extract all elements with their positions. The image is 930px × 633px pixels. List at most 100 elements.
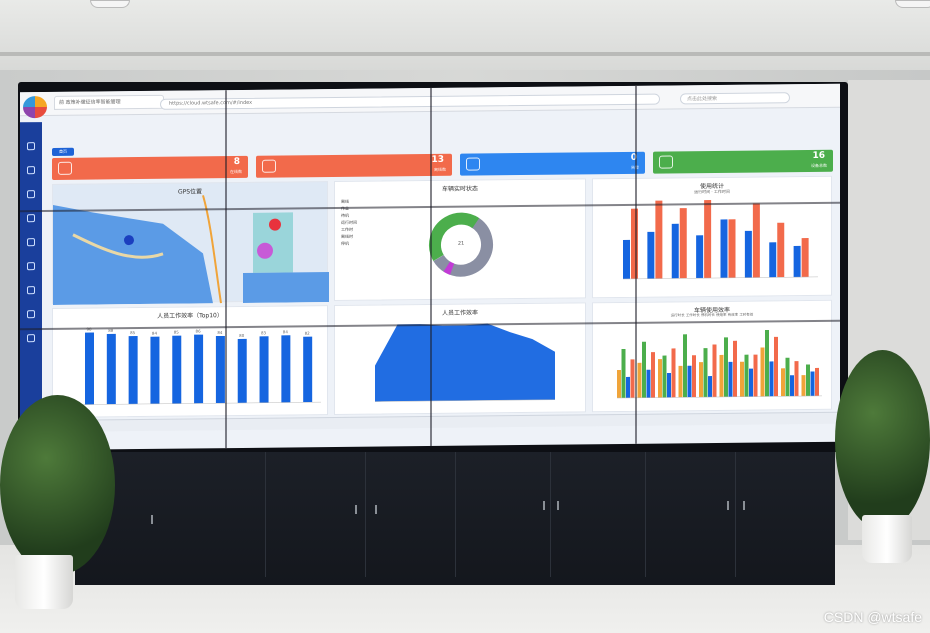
cabinet-handle	[543, 501, 545, 510]
usage-bar	[769, 242, 777, 278]
kpi-value: 16	[812, 150, 825, 161]
chart-icon[interactable]	[27, 214, 35, 223]
usage-chart	[623, 200, 818, 280]
bar-data-label: 85	[130, 330, 136, 335]
vehicle-icon[interactable]	[27, 190, 35, 199]
vehicle-bar	[790, 375, 794, 397]
bar-data-label: 85	[174, 330, 180, 335]
report-icon[interactable]	[27, 310, 35, 319]
efficiency-panel: 人员工作效率	[334, 302, 586, 416]
breadcrumb[interactable]: 首页	[52, 147, 74, 156]
plant-pot	[15, 555, 73, 609]
map-marker[interactable]	[257, 242, 273, 259]
device-icon	[58, 161, 72, 175]
kpi-value: 13	[431, 154, 444, 165]
vehicle-bar	[699, 362, 703, 398]
vehicle-bar	[765, 329, 769, 397]
bar-data-label: 80	[239, 333, 245, 338]
usage-bar	[679, 208, 687, 279]
top10-bar	[215, 335, 225, 404]
kpi-card-offline[interactable]: 13 离线数	[256, 153, 452, 178]
address-bar[interactable]: https://cloud.wtsafe.com/#/index	[160, 93, 660, 110]
vehicle-bar	[781, 368, 785, 397]
vehicle-bar	[769, 361, 774, 397]
cabinet-handle	[557, 501, 559, 510]
vehicle-bar	[646, 369, 651, 398]
top10-bar	[150, 336, 160, 404]
screen-icon	[466, 157, 480, 171]
vehicle-bar	[744, 354, 749, 397]
cabinet-handle	[151, 515, 153, 524]
cabinet-door	[645, 445, 646, 577]
browser-search[interactable]: 点击此处搜索	[680, 92, 790, 105]
top10-bar	[303, 336, 313, 403]
vehicle-bar	[667, 372, 671, 398]
user-icon[interactable]	[27, 238, 35, 247]
cabinet-door	[735, 445, 736, 577]
vehicle-bar	[683, 334, 687, 398]
vehicle-bar	[785, 357, 790, 397]
vehicle-bar	[774, 336, 778, 397]
vehicle-chart	[617, 329, 822, 399]
bar-data-label: 86	[196, 329, 202, 334]
cabinet-handle	[727, 501, 729, 510]
map-marker[interactable]	[124, 235, 134, 246]
kpi-card-online[interactable]: 8 在线数	[52, 155, 248, 180]
kpi-label: 设备总数	[811, 162, 827, 169]
donut-center-value: 21	[457, 240, 465, 247]
monitor-icon[interactable]	[27, 166, 35, 175]
vehicle-panel: 车辆使用效率 运行时长 工作时长 停机时长 使用率 有效率 工时有效	[592, 299, 832, 413]
top10-bar	[106, 333, 116, 405]
cabinet	[75, 435, 835, 585]
kpi-card-total[interactable]: 16 设备总数	[653, 149, 833, 174]
vehicle-bar	[719, 354, 724, 397]
top10-panel: 人员工作效率（Top10） 9088858485868480838482	[52, 305, 328, 418]
vehicle-bar	[760, 347, 765, 397]
bar-data-label: 84	[283, 329, 289, 334]
top10-bar	[281, 335, 291, 403]
watermark: CSDN @wtsafe	[823, 609, 922, 625]
vehicle-bar	[753, 354, 758, 397]
cabinet-door	[550, 445, 551, 577]
bar-data-label: 84	[217, 330, 223, 335]
map-marker[interactable]	[269, 218, 281, 231]
settings-icon[interactable]	[27, 334, 35, 343]
usage-bar	[623, 239, 630, 279]
usage-bar	[720, 219, 728, 278]
status-donut	[429, 212, 493, 277]
bar-data-label: 88	[108, 328, 114, 333]
vehicle-bar	[671, 348, 676, 398]
x-axis	[623, 276, 818, 280]
usage-panel: 使用统计 运行时间 · 工作时间	[592, 175, 832, 299]
vehicle-bar	[749, 368, 753, 397]
panel-seam	[635, 85, 637, 444]
vehicle-bar	[651, 352, 655, 398]
gps-panel: GPS位置	[52, 181, 329, 305]
vehicle-bar	[678, 365, 683, 398]
potted-plant-left	[0, 395, 115, 575]
x-axis	[375, 399, 555, 402]
top10-bar	[237, 338, 247, 404]
cabinet-door	[365, 445, 366, 577]
app-logo	[23, 96, 47, 119]
usage-bar	[696, 235, 704, 279]
vehicle-bar	[658, 359, 662, 398]
vehicle-bar	[801, 375, 806, 397]
browser-tab[interactable]: 前 政策补缴征信率智能管理	[54, 94, 164, 110]
kpi-card-alarm[interactable]: 0 告警	[460, 151, 645, 176]
gps-map[interactable]	[53, 182, 329, 305]
vehicle-bar	[728, 361, 733, 397]
home-icon[interactable]	[27, 142, 35, 151]
usage-bar	[777, 222, 785, 278]
bar-data-label: 84	[152, 331, 158, 336]
vehicle-bar	[740, 361, 744, 397]
potted-plant-right	[835, 350, 930, 530]
vehicle-bar	[794, 361, 799, 397]
bar-data-label: 83	[261, 330, 267, 335]
ceiling	[0, 0, 930, 70]
vehicle-bar	[815, 367, 819, 396]
alarm-icon[interactable]	[27, 286, 35, 295]
vehicle-bar	[703, 348, 708, 398]
map-icon[interactable]	[27, 262, 35, 271]
message-icon	[659, 155, 673, 169]
